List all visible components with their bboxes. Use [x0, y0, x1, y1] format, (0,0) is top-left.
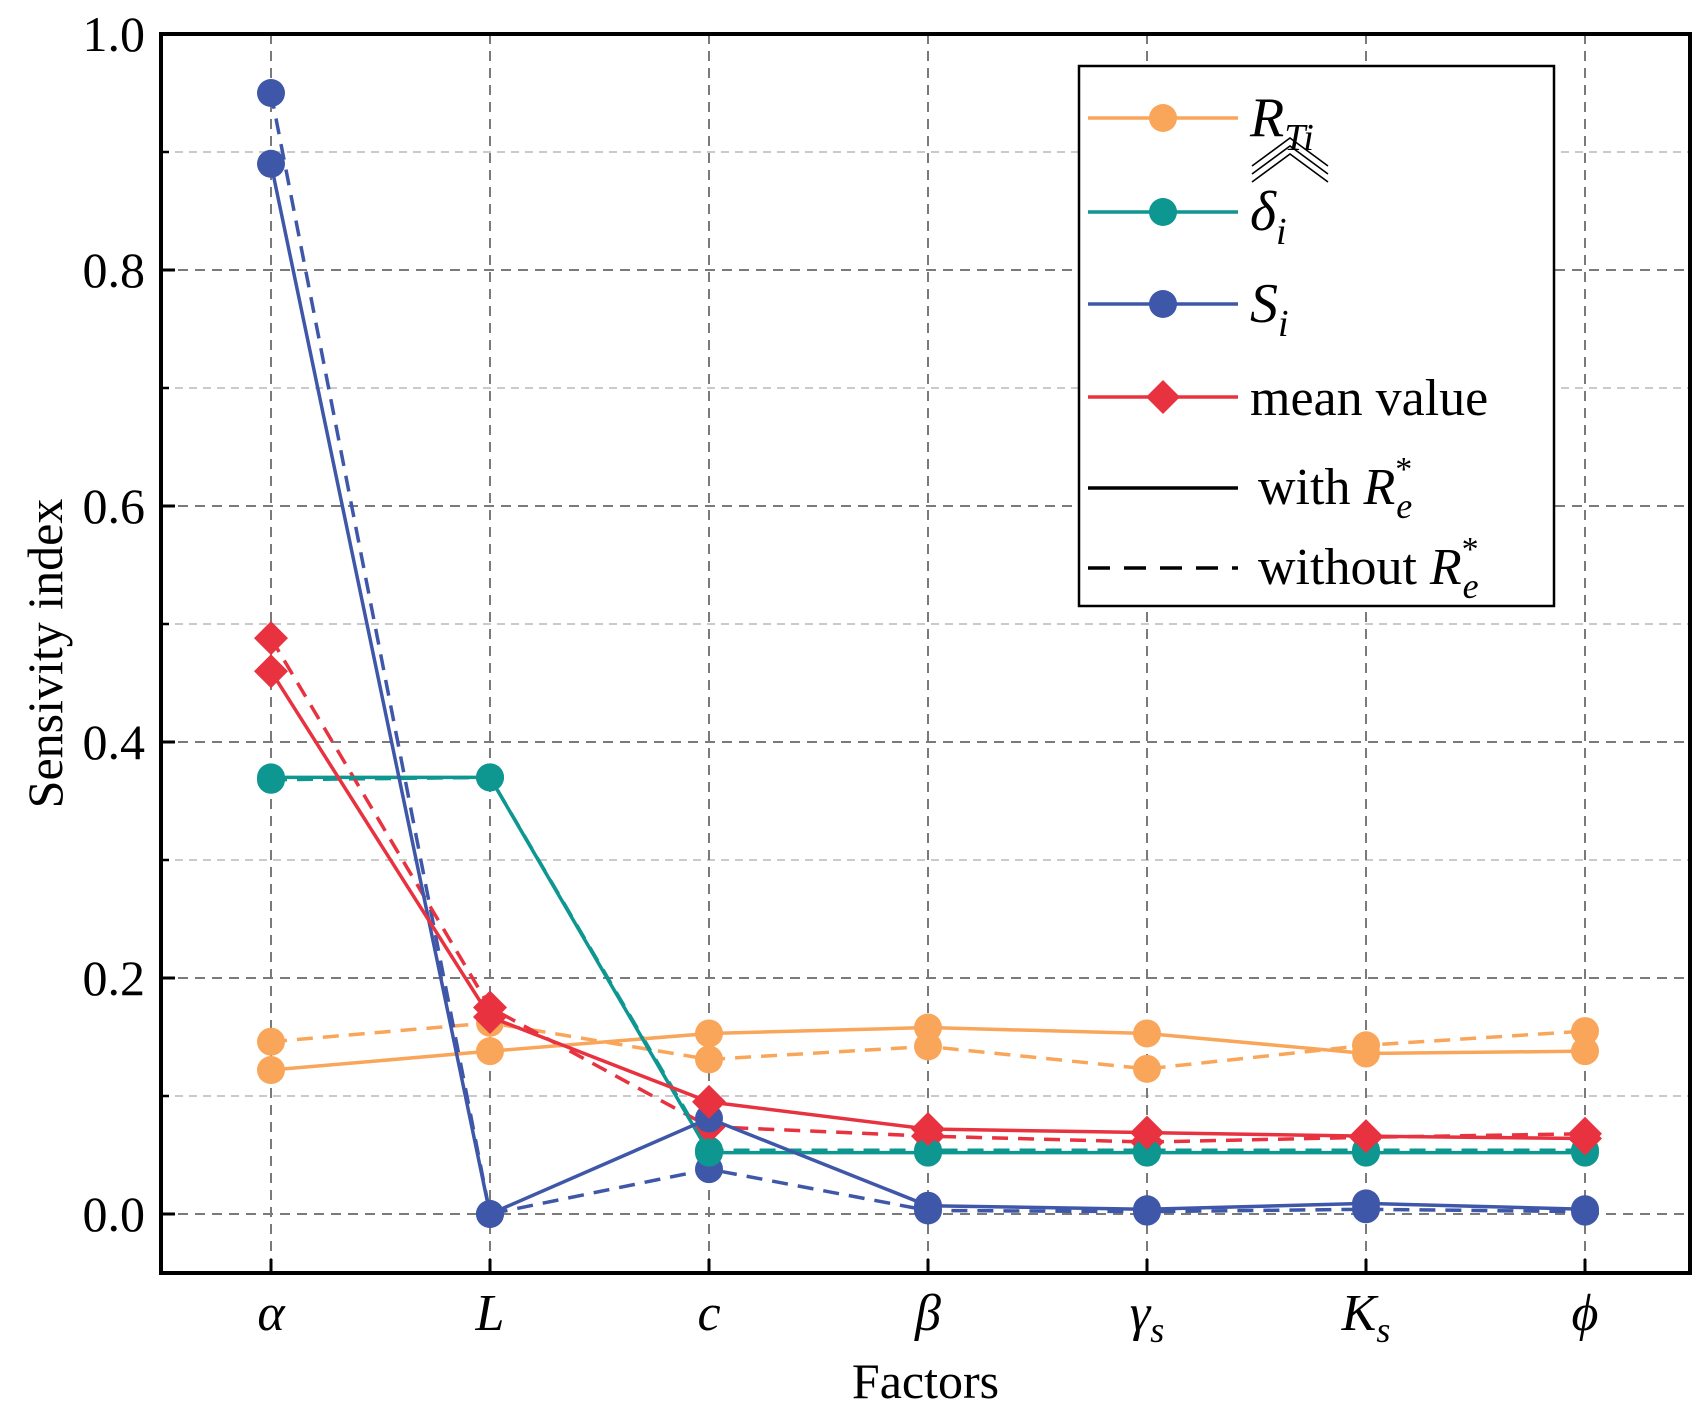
data-point: [257, 1056, 285, 1085]
data-point: [1130, 1115, 1164, 1150]
legend-label: mean value: [1250, 370, 1488, 427]
hat-accent-icon: [1251, 137, 1329, 183]
y-tick-label: 0.8: [83, 242, 146, 298]
y-tick-label: 0.0: [83, 1186, 146, 1242]
data-point: [476, 1037, 504, 1066]
data-point: [254, 621, 288, 656]
legend-label: δi: [1250, 181, 1287, 253]
legend-marker: [1146, 380, 1180, 414]
y-axis-title: Sensivity index: [17, 499, 73, 809]
x-tick-label: β: [914, 1285, 941, 1342]
legend-entry-s-i-with-r-e: Si: [1088, 273, 1289, 345]
x-tick-label: ϕ: [1572, 1285, 1599, 1342]
x-tick-label: L: [475, 1285, 505, 1342]
data-point: [695, 1138, 723, 1167]
x-axis-title: Factors: [852, 1353, 999, 1409]
data-point: [911, 1112, 945, 1147]
data-point: [476, 1200, 504, 1228]
data-point: [692, 1084, 726, 1119]
plot-frame: [159, 32, 1692, 1275]
y-tick-label: 0.4: [83, 714, 146, 770]
data-point: [914, 1191, 942, 1220]
data-point: [1571, 1195, 1599, 1224]
x-tick-label: c: [697, 1285, 720, 1342]
x-tick-label: α: [257, 1285, 286, 1342]
x-tick-label: γs: [1130, 1285, 1165, 1350]
y-tick-label: 0.6: [83, 478, 146, 534]
data-point: [476, 763, 504, 792]
legend-label: without R* e: [1258, 531, 1479, 606]
legend-entry-without: without R* e: [1088, 531, 1479, 606]
legend-entry-with: with R* e: [1088, 451, 1412, 526]
legend-marker: [1149, 198, 1177, 226]
data-point: [1133, 1054, 1161, 1083]
legend-entry-r-ti-with-r-e: RTi: [1088, 87, 1314, 159]
legend-box: [1077, 64, 1556, 608]
y-tick-label: 1.0: [83, 6, 146, 62]
data-point: [257, 149, 285, 178]
series-s-i-with-r-e: [257, 149, 1599, 1228]
series-r-ti-with-r-e: [257, 1013, 1599, 1085]
data-point: [257, 1027, 285, 1056]
series-layer: [254, 79, 1602, 1228]
data-point: [1352, 1189, 1380, 1218]
data-point: [695, 1019, 723, 1048]
legend-entry-mean-value-with-r-e: mean value: [1088, 370, 1488, 427]
data-point: [1568, 1121, 1602, 1156]
data-point: [1352, 1039, 1380, 1068]
data-point: [914, 1013, 942, 1042]
data-point: [1133, 1195, 1161, 1224]
data-point: [1571, 1017, 1599, 1046]
data-point: [1349, 1119, 1383, 1154]
data-point: [1133, 1138, 1161, 1167]
x-tick-label: Ks: [1341, 1285, 1391, 1350]
data-point: [1133, 1019, 1161, 1048]
data-point: [914, 1138, 942, 1167]
y-tick-label: 0.2: [83, 950, 146, 1006]
legend-entry-i-with-r-e: δi: [1088, 137, 1329, 253]
data-point: [1571, 1037, 1599, 1066]
data-point: [257, 763, 285, 792]
legend-marker: [1149, 290, 1177, 318]
data-point: [257, 79, 285, 107]
data-point: [473, 999, 507, 1034]
series-mean-value-with-r-e: [254, 654, 1602, 1156]
data-point: [254, 654, 288, 689]
legend-label: Si: [1250, 273, 1289, 345]
data-point: [695, 1045, 723, 1074]
legend-label: with R* e: [1258, 451, 1412, 526]
legend-marker: [1149, 104, 1177, 132]
